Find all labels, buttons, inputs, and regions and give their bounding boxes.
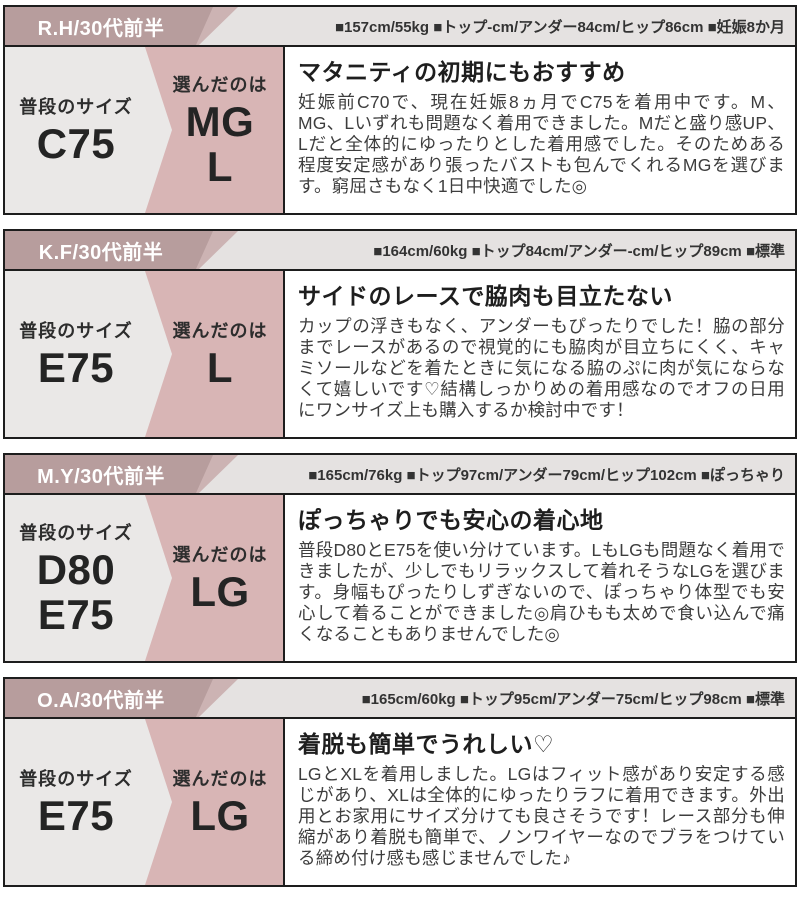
review-body-row: 普段のサイズ E75 選んだのは LG 着脱も簡単でうれしい♡ LGとXLを着用… [5, 719, 795, 885]
review-title: ぽっちゃりでも安心の着心地 [298, 507, 604, 533]
chosen-size-group: 選んだのは LG [157, 495, 283, 661]
reviewer-name: R.H/30代前半 [37, 17, 165, 40]
review-title: 着脱も簡単でうれしい♡ [298, 731, 555, 757]
reviewer-stats: ■157cm/55kg ■トップ-cm/アンダー84cm/ヒップ86cm ■妊娠… [334, 18, 785, 36]
chosen-size-group: 選んだのは L [157, 271, 283, 437]
review-body-row: 普段のサイズ D80 E75 選んだのは LG ぽっちゃりでも安心の着心地 普段… [5, 495, 795, 661]
size-panel: 普段のサイズ E75 選んだのは L [5, 271, 285, 437]
reviewer-name: K.F/30代前半 [38, 241, 164, 264]
review-text-area: マタニティの初期にもおすすめ 妊娠前C70で、現在妊娠8ヵ月でC75を着用中です… [285, 47, 795, 213]
review-text-area: ぽっちゃりでも安心の着心地 普段D80とE75を使い分けています。LもLGも問題… [285, 495, 795, 661]
chosen-size-group: 選んだのは MG L [157, 47, 283, 213]
usual-size-group: 普段のサイズ E75 [5, 271, 147, 437]
chosen-size-label: 選んだのは [172, 545, 268, 566]
chosen-size-value: LG [190, 568, 250, 616]
review-text-area: サイドのレースで脇肉も目立たない カップの浮きもなく、アンダーもぴったりでした！… [285, 271, 795, 437]
review-header: K.F/30代前半 ■164cm/60kg ■トップ84cm/アンダー-cm/ヒ… [5, 231, 795, 271]
review-header: M.Y/30代前半 ■165cm/76kg ■トップ97cm/アンダー79cm/… [5, 455, 795, 495]
review-header: R.H/30代前半 ■157cm/55kg ■トップ-cm/アンダー84cm/ヒ… [5, 7, 795, 47]
review-header: O.A/30代前半 ■165cm/60kg ■トップ95cm/アンダー75cm/… [5, 679, 795, 719]
review-comment: 普段D80とE75を使い分けています。LもLGも問題なく着用できましたが、少しで… [298, 540, 785, 644]
reviewer-stats: ■165cm/76kg ■トップ97cm/アンダー79cm/ヒップ102cm ■… [308, 466, 785, 484]
usual-size-group: 普段のサイズ C75 [5, 47, 147, 213]
review-text-area: 着脱も簡単でうれしい♡ LGとXLを着用しました。LGはフィット感があり安定する… [285, 719, 795, 885]
header-ribbon [5, 455, 213, 493]
arrow-shape [5, 495, 172, 661]
chosen-size-label: 選んだのは [172, 74, 268, 95]
usual-size-value: C75 [36, 120, 116, 168]
chosen-size-value: L [206, 344, 234, 392]
review-card: O.A/30代前半 ■165cm/60kg ■トップ95cm/アンダー75cm/… [3, 677, 797, 887]
chosen-size-value: MG [185, 97, 255, 145]
usual-size-group: 普段のサイズ D80 E75 [5, 495, 147, 661]
usual-size-value: E75 [37, 344, 115, 392]
review-card: M.Y/30代前半 ■165cm/76kg ■トップ97cm/アンダー79cm/… [3, 453, 797, 663]
review-title: サイドのレースで脇肉も目立たない [298, 283, 673, 309]
size-panel: 普段のサイズ E75 選んだのは LG [5, 719, 285, 885]
arrow-shape [5, 719, 172, 885]
reviewer-name: O.A/30代前半 [37, 689, 165, 712]
header-ribbon [5, 679, 213, 717]
usual-size-label: 普段のサイズ [19, 321, 133, 342]
chosen-size-value: L [206, 142, 234, 190]
review-title: マタニティの初期にもおすすめ [298, 59, 626, 85]
usual-size-value: E75 [37, 792, 115, 840]
chosen-size-value: LG [190, 792, 250, 840]
review-comment: カップの浮きもなく、アンダーもぴったりでした！脇の部分までレースがあるので視覚的… [298, 316, 785, 420]
chosen-size-label: 選んだのは [172, 321, 268, 342]
review-comment: LGとXLを着用しました。LGはフィット感があり安定する感じがあり、XLは全体的… [298, 764, 785, 868]
header-ribbon [5, 231, 213, 269]
chosen-size-label: 選んだのは [172, 769, 268, 790]
usual-size-value: E75 [37, 590, 115, 638]
arrow-shape [5, 271, 172, 437]
review-card: K.F/30代前半 ■164cm/60kg ■トップ84cm/アンダー-cm/ヒ… [3, 229, 797, 439]
reviewer-name: M.Y/30代前半 [37, 465, 165, 488]
chosen-size-group: 選んだのは LG [157, 719, 283, 885]
usual-size-label: 普段のサイズ [19, 522, 133, 543]
usual-size-group: 普段のサイズ E75 [5, 719, 147, 885]
size-panel: 普段のサイズ D80 E75 選んだのは LG [5, 495, 285, 661]
arrow-shape [5, 47, 172, 213]
review-card: R.H/30代前半 ■157cm/55kg ■トップ-cm/アンダー84cm/ヒ… [3, 5, 797, 215]
review-body-row: 普段のサイズ C75 選んだのは MG L マタニティの初期にもおすすめ 妊娠前… [5, 47, 795, 213]
usual-size-label: 普段のサイズ [19, 97, 133, 118]
reviewer-stats: ■164cm/60kg ■トップ84cm/アンダー-cm/ヒップ89cm ■標準 [373, 242, 785, 260]
usual-size-value: D80 [36, 545, 116, 593]
reviewer-stats: ■165cm/60kg ■トップ95cm/アンダー75cm/ヒップ98cm ■標… [361, 690, 785, 708]
review-body-row: 普段のサイズ E75 選んだのは L サイドのレースで脇肉も目立たない カップの… [5, 271, 795, 437]
size-panel: 普段のサイズ C75 選んだのは MG L [5, 47, 285, 213]
header-ribbon [5, 7, 213, 45]
usual-size-label: 普段のサイズ [19, 769, 133, 790]
review-comment: 妊娠前C70で、現在妊娠8ヵ月でC75を着用中です。M、MG、Lいずれも問題なく… [298, 92, 785, 196]
